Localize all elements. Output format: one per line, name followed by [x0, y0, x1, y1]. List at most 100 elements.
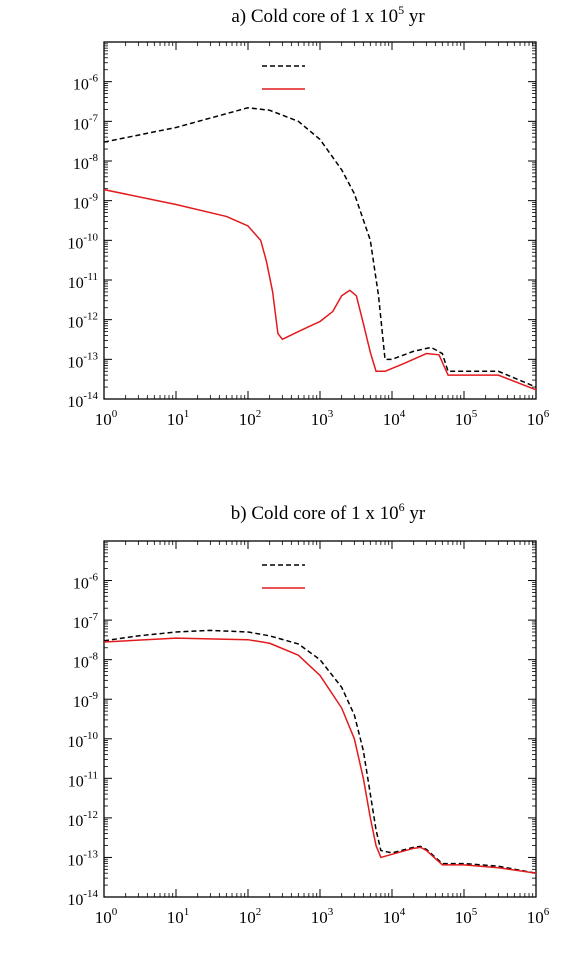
y-tick-base: 10: [73, 615, 89, 632]
x-tick-exponent: 6: [544, 906, 550, 918]
y-tick-label: 10-11: [68, 769, 98, 790]
y-tick-base: 10: [68, 773, 84, 790]
x-tick-exponent: 2: [256, 906, 262, 918]
y-tick-base: 10: [67, 394, 83, 411]
x-tick-base: 10: [167, 410, 184, 429]
x-tick-base: 10: [95, 410, 112, 429]
x-tick-base: 10: [311, 410, 328, 429]
y-tick-exponent: -12: [83, 809, 98, 821]
y-tick-label: 10-9: [73, 690, 99, 711]
y-tick-label: 10-14: [67, 390, 98, 411]
x-tick-exponent: 4: [400, 906, 406, 918]
chart-title-tail: yr: [405, 503, 426, 524]
y-tick-label: 10-11: [68, 271, 98, 292]
x-tick-base: 10: [239, 410, 256, 429]
x-tick-base: 10: [383, 908, 400, 927]
chart-title-main: a) Cold core of 1 x 10: [231, 6, 398, 27]
x-tick-label: 104: [383, 906, 406, 927]
y-tick-base: 10: [73, 156, 89, 173]
x-tick-label: 105: [455, 906, 478, 927]
x-tick-label: 105: [455, 408, 478, 429]
x-tick-base: 10: [383, 410, 400, 429]
y-tick-exponent: -11: [84, 271, 98, 283]
x-tick-base: 10: [239, 908, 256, 927]
y-tick-label: 10-13: [67, 848, 98, 869]
x-tick-label: 101: [167, 906, 190, 927]
x-tick-label: 100: [95, 408, 118, 429]
y-tick-exponent: -8: [89, 152, 99, 164]
y-tick-label: 10-6: [73, 572, 99, 593]
x-tick-label: 106: [527, 906, 550, 927]
series-line-full-network: [103, 188, 537, 391]
y-tick-exponent: -7: [89, 112, 99, 124]
x-tick-label: 102: [239, 408, 262, 429]
y-tick-exponent: -14: [83, 390, 98, 402]
y-tick-label: 10-8: [73, 651, 99, 672]
x-tick-base: 10: [167, 908, 184, 927]
y-tick-base: 10: [73, 196, 89, 213]
y-tick-exponent: -9: [89, 192, 99, 204]
y-tick-base: 10: [73, 655, 89, 672]
series-line-without-sis-o: [103, 107, 537, 388]
y-tick-exponent: -13: [83, 350, 98, 362]
x-tick-base: 10: [311, 908, 328, 927]
series-line-without-sis-o: [103, 629, 537, 874]
y-tick-exponent: -11: [84, 769, 98, 781]
x-tick-base: 10: [455, 908, 472, 927]
chart-title: b) Cold core of 1 x 106 yr: [231, 500, 426, 524]
y-tick-label: 10-14: [67, 888, 98, 909]
y-tick-label: 10-7: [73, 611, 99, 632]
y-tick-base: 10: [67, 892, 83, 909]
y-tick-label: 10-12: [67, 311, 98, 332]
series-line-full-network: [103, 637, 537, 874]
y-tick-base: 10: [68, 275, 84, 292]
y-tick-exponent: -7: [89, 611, 99, 623]
chart-title-tail: yr: [404, 6, 425, 27]
y-tick-exponent: -10: [83, 730, 98, 742]
chart-title-exponent: 5: [398, 3, 404, 17]
y-tick-base: 10: [73, 116, 89, 133]
x-tick-exponent: 6: [544, 408, 550, 420]
x-tick-base: 10: [527, 410, 544, 429]
y-tick-base: 10: [73, 77, 89, 94]
x-tick-exponent: 0: [112, 408, 118, 420]
y-tick-exponent: -10: [83, 231, 98, 243]
x-tick-exponent: 5: [472, 408, 478, 420]
y-tick-exponent: -8: [89, 651, 99, 663]
x-tick-exponent: 0: [112, 906, 118, 918]
x-tick-label: 103: [311, 408, 334, 429]
y-tick-base: 10: [67, 354, 83, 371]
x-tick-label: 106: [527, 408, 550, 429]
y-tick-label: 10-10: [67, 730, 98, 751]
y-tick-label: 10-12: [67, 809, 98, 830]
x-tick-exponent: 1: [184, 408, 190, 420]
y-tick-label: 10-10: [67, 231, 98, 252]
chart-title-main: b) Cold core of 1 x 10: [231, 503, 399, 524]
y-tick-exponent: -14: [83, 888, 98, 900]
x-tick-base: 10: [455, 410, 472, 429]
y-tick-exponent: -6: [89, 572, 99, 584]
y-tick-base: 10: [73, 576, 89, 593]
x-tick-exponent: 3: [328, 906, 334, 918]
x-tick-label: 102: [239, 906, 262, 927]
y-tick-base: 10: [73, 694, 89, 711]
x-tick-exponent: 2: [256, 408, 262, 420]
chart-title: a) Cold core of 1 x 105 yr: [231, 3, 425, 27]
x-tick-exponent: 3: [328, 408, 334, 420]
y-tick-exponent: -12: [83, 311, 98, 323]
y-tick-label: 10-9: [73, 192, 99, 213]
x-tick-base: 10: [95, 908, 112, 927]
x-tick-base: 10: [527, 908, 544, 927]
plot-frame: [103, 41, 537, 400]
chart-title-exponent: 6: [399, 500, 405, 514]
x-tick-label: 103: [311, 906, 334, 927]
y-tick-base: 10: [67, 813, 83, 830]
y-tick-base: 10: [67, 235, 83, 252]
x-tick-exponent: 4: [400, 408, 406, 420]
x-tick-label: 104: [383, 408, 406, 429]
y-tick-label: 10-13: [67, 350, 98, 371]
y-tick-exponent: -6: [89, 73, 99, 85]
